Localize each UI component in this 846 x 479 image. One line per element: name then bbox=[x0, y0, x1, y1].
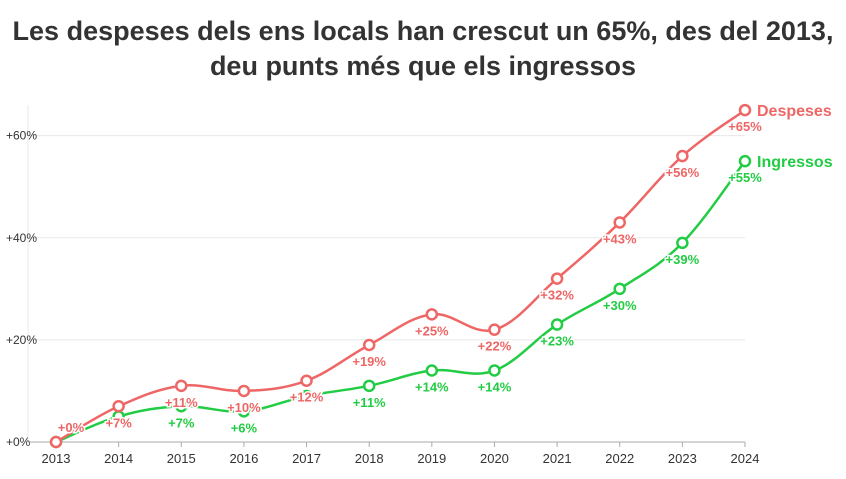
data-label-ingressos: +14% bbox=[415, 380, 449, 395]
data-point-despeses bbox=[362, 338, 376, 352]
y-tick-label: +0% bbox=[6, 435, 31, 449]
data-label-despeses: +7% bbox=[105, 415, 132, 430]
data-point-despeses bbox=[550, 272, 564, 285]
chart-title-line-1: Les despeses dels ens locals han crescut… bbox=[12, 16, 834, 46]
data-point-ingressos bbox=[738, 154, 752, 168]
y-tick-label: +60% bbox=[6, 129, 37, 143]
data-label-ingressos: +7% bbox=[168, 415, 195, 430]
data-point-despeses bbox=[175, 379, 188, 393]
data-point-ingressos bbox=[613, 282, 626, 296]
data-label-ingressos: +30% bbox=[603, 298, 637, 313]
y-tick-label: +40% bbox=[6, 231, 37, 245]
x-tick-label: 2013 bbox=[42, 451, 71, 466]
data-label-despeses: +56% bbox=[666, 165, 700, 180]
x-tick-label: 2015 bbox=[167, 451, 196, 466]
chart-title: Les despeses dels ens locals han crescut… bbox=[0, 14, 846, 84]
data-label-despeses: +11% bbox=[165, 395, 198, 410]
chart-title-line-2: deu punts més que els ingressos bbox=[209, 51, 637, 81]
data-label-despeses: +32% bbox=[540, 288, 574, 303]
data-label-despeses: +43% bbox=[603, 231, 637, 246]
data-point-despeses bbox=[49, 435, 63, 449]
data-label-despeses: +65% bbox=[728, 119, 762, 134]
series-line-ingressos bbox=[55, 160, 746, 444]
data-point-ingressos bbox=[676, 236, 689, 250]
data-label-despeses: +25% bbox=[415, 323, 449, 338]
data-point-despeses bbox=[237, 384, 251, 398]
data-point-despeses bbox=[112, 400, 125, 413]
x-tick-label: 2020 bbox=[480, 451, 509, 466]
data-label-despeses: +19% bbox=[352, 354, 386, 369]
data-label-ingressos: +11% bbox=[353, 395, 386, 410]
x-tick-label: 2014 bbox=[104, 451, 133, 466]
data-point-despeses bbox=[488, 323, 501, 336]
data-label-ingressos: +55% bbox=[728, 170, 762, 185]
y-tick-label: +20% bbox=[6, 333, 37, 347]
data-point-ingressos bbox=[425, 364, 439, 377]
data-point-despeses bbox=[676, 149, 689, 163]
data-label-despeses: +22% bbox=[478, 339, 512, 354]
data-point-despeses bbox=[300, 374, 313, 387]
data-point-ingressos bbox=[550, 318, 564, 331]
data-point-ingressos bbox=[300, 389, 313, 403]
x-tick-label: 2023 bbox=[668, 451, 697, 466]
x-tick-label: 2019 bbox=[417, 451, 446, 466]
data-point-ingressos bbox=[362, 379, 376, 393]
data-point-ingressos bbox=[488, 364, 501, 377]
data-label-ingressos: +23% bbox=[540, 334, 574, 349]
data-point-ingressos bbox=[237, 405, 251, 418]
data-point-despeses bbox=[613, 216, 626, 229]
data-label-despeses: +0% bbox=[58, 420, 85, 435]
data-point-despeses bbox=[738, 103, 752, 117]
data-label-ingressos: +14% bbox=[478, 380, 512, 395]
data-label-ingressos: +39% bbox=[666, 252, 700, 267]
x-tick-label: 2018 bbox=[355, 451, 384, 466]
data-label-despeses: +12% bbox=[290, 390, 324, 405]
x-tick-label: 2022 bbox=[605, 451, 634, 466]
data-point-ingressos bbox=[175, 400, 188, 413]
x-tick-label: 2024 bbox=[731, 451, 760, 466]
series-label-ingressos: Ingressos bbox=[757, 154, 833, 171]
x-tick-label: 2016 bbox=[229, 451, 258, 466]
x-tick-label: 2021 bbox=[543, 451, 572, 466]
data-point-despeses bbox=[425, 308, 439, 321]
data-label-ingressos: +6% bbox=[231, 420, 258, 435]
data-label-despeses: +10% bbox=[227, 400, 261, 415]
series-label-despeses: Despeses bbox=[757, 103, 832, 120]
x-tick-label: 2017 bbox=[292, 451, 321, 466]
